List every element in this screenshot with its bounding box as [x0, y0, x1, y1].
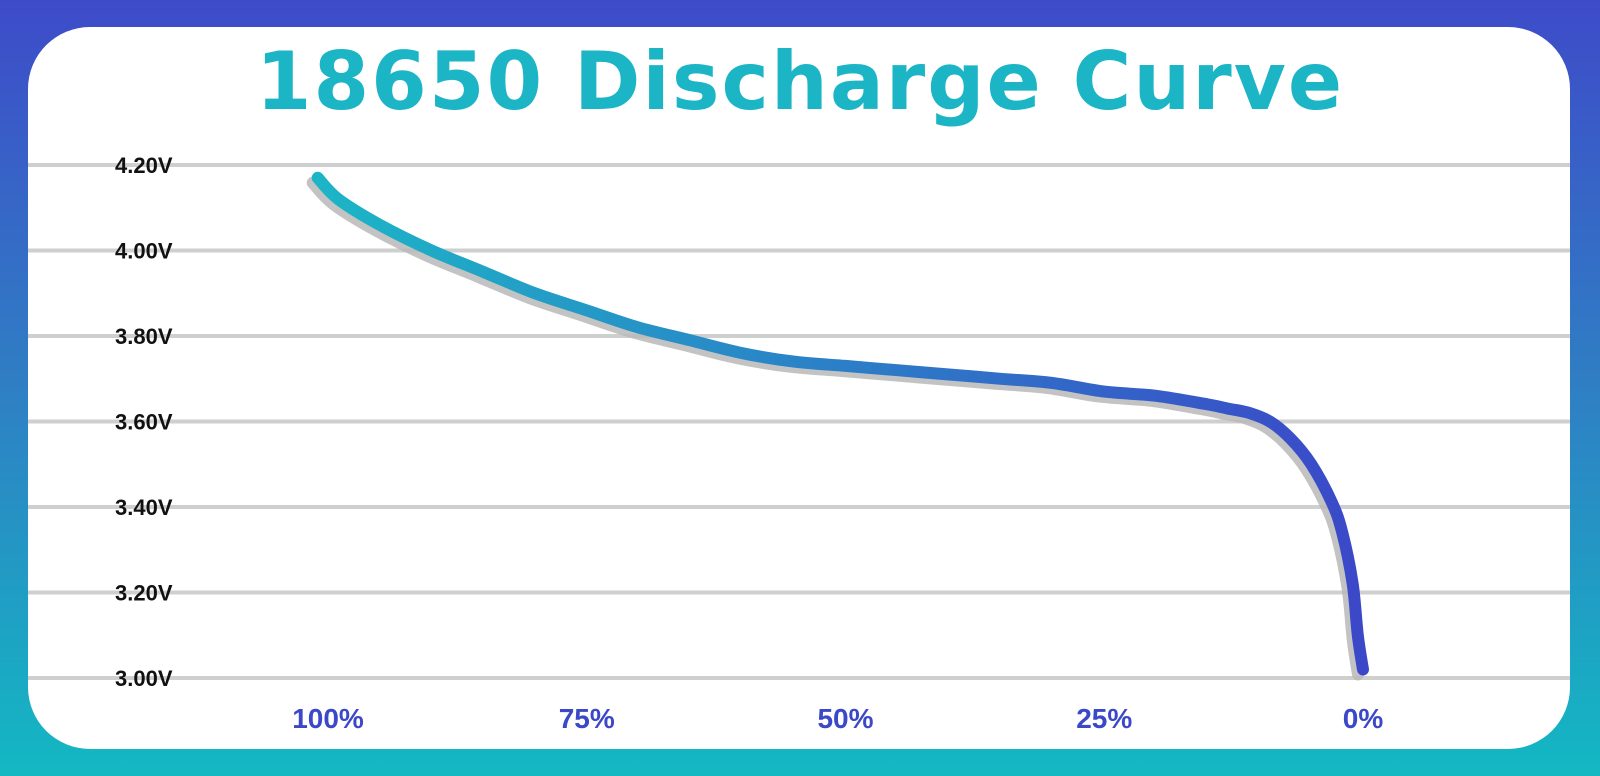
y-tick-label: 3.60V	[115, 410, 173, 435]
series-line	[311, 171, 1369, 676]
chart-card	[28, 27, 1570, 749]
y-tick-label: 4.20V	[115, 153, 173, 178]
x-tick-label: 0%	[1343, 703, 1384, 734]
chart-title: 18650 Discharge Curve	[255, 35, 1345, 128]
y-tick-label: 4.00V	[115, 239, 173, 264]
x-tick-label: 25%	[1076, 703, 1132, 734]
x-axis-tick-labels: 100% 75% 50% 25% 0%	[292, 703, 1383, 734]
y-tick-label: 3.20V	[115, 581, 173, 606]
x-tick-label: 75%	[559, 703, 615, 734]
x-tick-label: 100%	[292, 703, 364, 734]
y-tick-label: 3.80V	[115, 324, 173, 349]
x-tick-label: 50%	[817, 703, 873, 734]
y-tick-label: 3.40V	[115, 495, 173, 520]
series-line-shadow	[306, 176, 1364, 681]
grid-lines	[28, 163, 1570, 680]
series-layer	[306, 171, 1369, 681]
y-tick-label: 3.00V	[115, 666, 173, 691]
y-axis-tick-labels: 4.20V 4.00V 3.80V 3.60V 3.40V 3.20V 3.00V	[115, 153, 173, 691]
